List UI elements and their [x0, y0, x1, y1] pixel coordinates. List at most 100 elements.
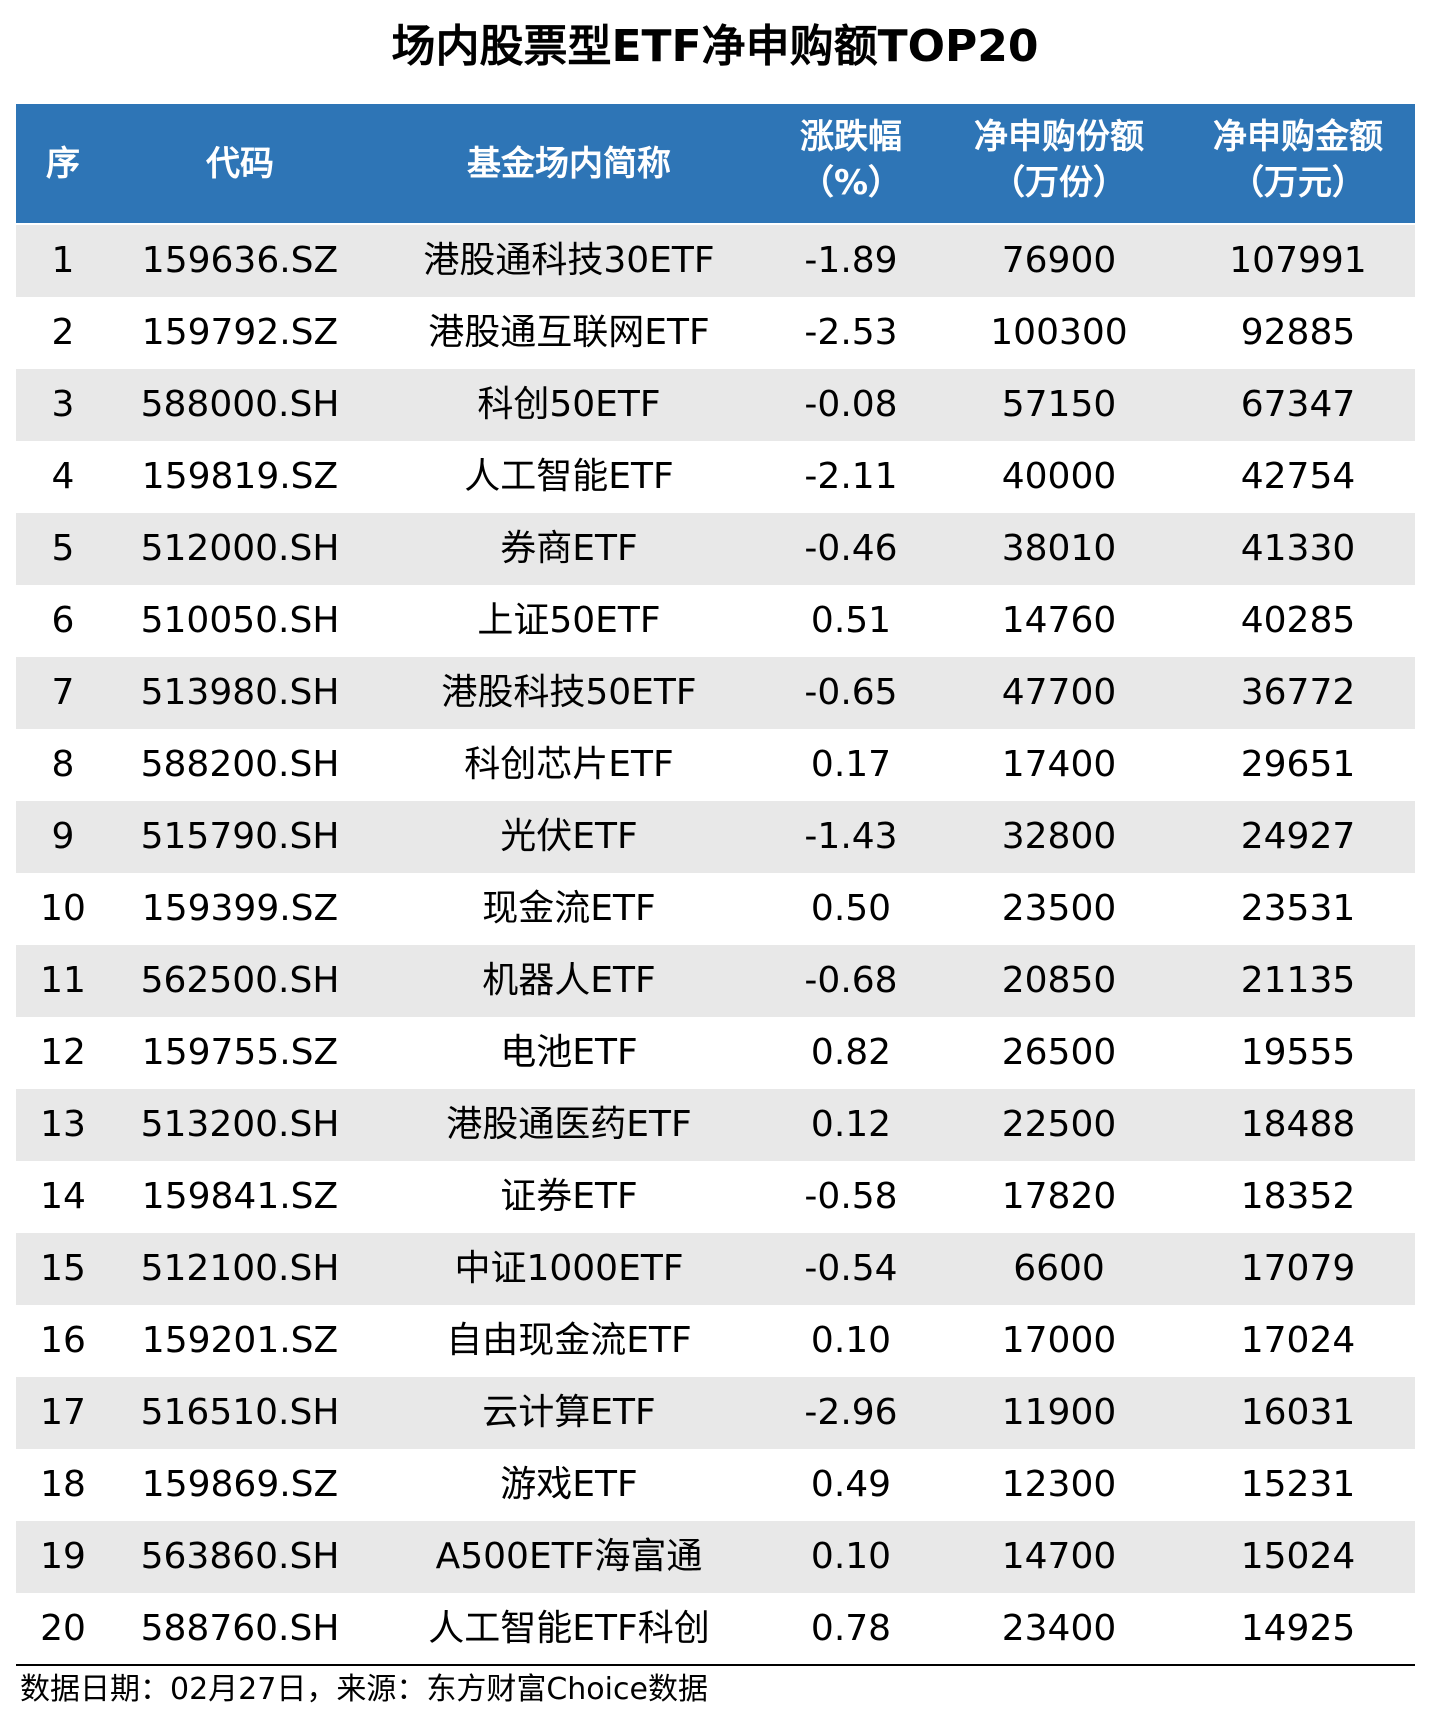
table-cell: 22500	[1001, 1104, 1117, 1145]
header-cell: 涨跌幅 （%）	[800, 114, 902, 206]
table-cell: 57150	[1001, 384, 1117, 425]
table-cell: 光伏ETF	[500, 816, 638, 857]
table-cell: 科创芯片ETF	[464, 744, 674, 785]
table-cell: -0.46	[804, 528, 898, 569]
table-cell: 513200.SH	[140, 1104, 340, 1145]
table-cell: 15	[40, 1248, 86, 1289]
table-cell: 14925	[1240, 1608, 1356, 1649]
footer: 数据日期：02月27日，来源：东方财富Choice数据	[20, 1672, 708, 1707]
table-cell: 云计算ETF	[482, 1392, 656, 1433]
table-cell: 港股通互联网ETF	[428, 312, 710, 353]
table-cell: 0.17	[810, 744, 892, 785]
table-cell: 电池ETF	[500, 1032, 638, 1073]
table-cell: -0.65	[804, 672, 898, 713]
table-cell: 41330	[1240, 528, 1356, 569]
table-cell: 159399.SZ	[141, 888, 339, 929]
table-cell: 588200.SH	[140, 744, 340, 785]
table-cell: 17024	[1240, 1320, 1356, 1361]
table-row: 11 562500.SH 机器人ETF -0.68 20850 21135	[16, 945, 1415, 1017]
table-cell: 159869.SZ	[141, 1464, 339, 1505]
table-cell: 16031	[1240, 1392, 1356, 1433]
table-cell: 159792.SZ	[141, 312, 339, 353]
table-row: 12 159755.SZ 电池ETF 0.82 26500 19555	[16, 1017, 1415, 1089]
rule	[16, 1664, 1415, 1666]
table-cell: 机器人ETF	[482, 960, 656, 1001]
header-cell: 序	[46, 141, 80, 187]
header-text: （万份）	[991, 163, 1127, 203]
table-cell: 510050.SH	[140, 600, 340, 641]
table-cell: -1.89	[804, 240, 898, 281]
table-cell: 科创50ETF	[477, 384, 661, 425]
table-cell: 12	[40, 1032, 86, 1073]
table-cell: 32800	[1001, 816, 1117, 857]
table-row: 9 515790.SH 光伏ETF -1.43 32800 24927	[16, 801, 1415, 873]
table-row: 13 513200.SH 港股通医药ETF 0.12 22500 18488	[16, 1089, 1415, 1161]
table-cell: 港股科技50ETF	[441, 672, 697, 713]
table-row: 18 159869.SZ 游戏ETF 0.49 12300 15231	[16, 1449, 1415, 1521]
table-cell: 15024	[1240, 1536, 1356, 1577]
table-cell: 证券ETF	[500, 1176, 638, 1217]
table-cell: 26500	[1001, 1032, 1117, 1073]
table-cell: 588760.SH	[140, 1608, 340, 1649]
table-cell: 40285	[1240, 600, 1356, 641]
header-text: 净申购金额	[1213, 117, 1383, 157]
table-row: 1 159636.SZ 港股通科技30ETF -1.89 76900 107991	[16, 225, 1415, 297]
table-cell: 11900	[1001, 1392, 1117, 1433]
table-cell: 67347	[1240, 384, 1356, 425]
table-cell: 10	[40, 888, 86, 929]
table-cell: 14760	[1001, 600, 1117, 641]
table-cell: 6600	[1013, 1248, 1105, 1289]
table-cell: 0.82	[810, 1032, 892, 1073]
table-cell: 17400	[1001, 744, 1117, 785]
table-cell: 0.10	[810, 1536, 892, 1577]
header-text: 代码	[206, 144, 274, 184]
table-cell: 港股通科技30ETF	[423, 240, 715, 281]
table-row: 16 159201.SZ 自由现金流ETF 0.10 17000 17024	[16, 1305, 1415, 1377]
table-cell: 107991	[1229, 240, 1367, 281]
table-cell: 516510.SH	[140, 1392, 340, 1433]
table-cell: 9	[51, 816, 75, 857]
table-cell: -0.54	[804, 1248, 898, 1289]
table-cell: 19555	[1240, 1032, 1356, 1073]
title: 场内股票型ETF净申购额TOP20	[391, 21, 1039, 72]
table-cell: 14700	[1001, 1536, 1117, 1577]
table-cell: 159636.SZ	[141, 240, 339, 281]
header-text: 序	[46, 144, 80, 184]
table-cell: 159201.SZ	[141, 1320, 339, 1361]
table-row: 3 588000.SH 科创50ETF -0.08 57150 67347	[16, 369, 1415, 441]
table-cell: 20	[40, 1608, 86, 1649]
table-cell: 40000	[1001, 456, 1117, 497]
table-row: 2 159792.SZ 港股通互联网ETF -2.53 100300 92885	[16, 297, 1415, 369]
table-cell: 18	[40, 1464, 86, 1505]
table-cell: 12300	[1001, 1464, 1117, 1505]
table-cell: 17000	[1001, 1320, 1117, 1361]
table-cell: 11	[40, 960, 86, 1001]
table-cell: -2.53	[804, 312, 898, 353]
table-cell: 563860.SH	[140, 1536, 340, 1577]
table-cell: 21135	[1240, 960, 1356, 1001]
table-cell: 5	[51, 528, 75, 569]
table-cell: 港股通医药ETF	[446, 1104, 692, 1145]
table-cell: 100300	[990, 312, 1128, 353]
header-text: 基金场内简称	[467, 144, 671, 184]
header-text: （万元）	[1230, 163, 1366, 203]
header-text: （%）	[799, 163, 903, 203]
table-cell: 人工智能ETF	[464, 456, 674, 497]
table-cell: 159819.SZ	[141, 456, 339, 497]
table-row: 8 588200.SH 科创芯片ETF 0.17 17400 29651	[16, 729, 1415, 801]
table-cell: 92885	[1240, 312, 1356, 353]
table-cell: 19	[40, 1536, 86, 1577]
table-cell: 0.50	[810, 888, 892, 929]
table-cell: 2	[51, 312, 75, 353]
table-cell: 18352	[1240, 1176, 1356, 1217]
table-row: 19 563860.SH A500ETF海富通 0.10 14700 15024	[16, 1521, 1415, 1593]
table-cell: 6	[51, 600, 75, 641]
table-cell: 76900	[1001, 240, 1117, 281]
table-cell: 15231	[1240, 1464, 1356, 1505]
table-cell: 0.49	[810, 1464, 892, 1505]
table-cell: -2.11	[804, 456, 898, 497]
table-cell: 562500.SH	[140, 960, 340, 1001]
table-row: 4 159819.SZ 人工智能ETF -2.11 40000 42754	[16, 441, 1415, 513]
table-cell: 17079	[1240, 1248, 1356, 1289]
table-cell: 23400	[1001, 1608, 1117, 1649]
